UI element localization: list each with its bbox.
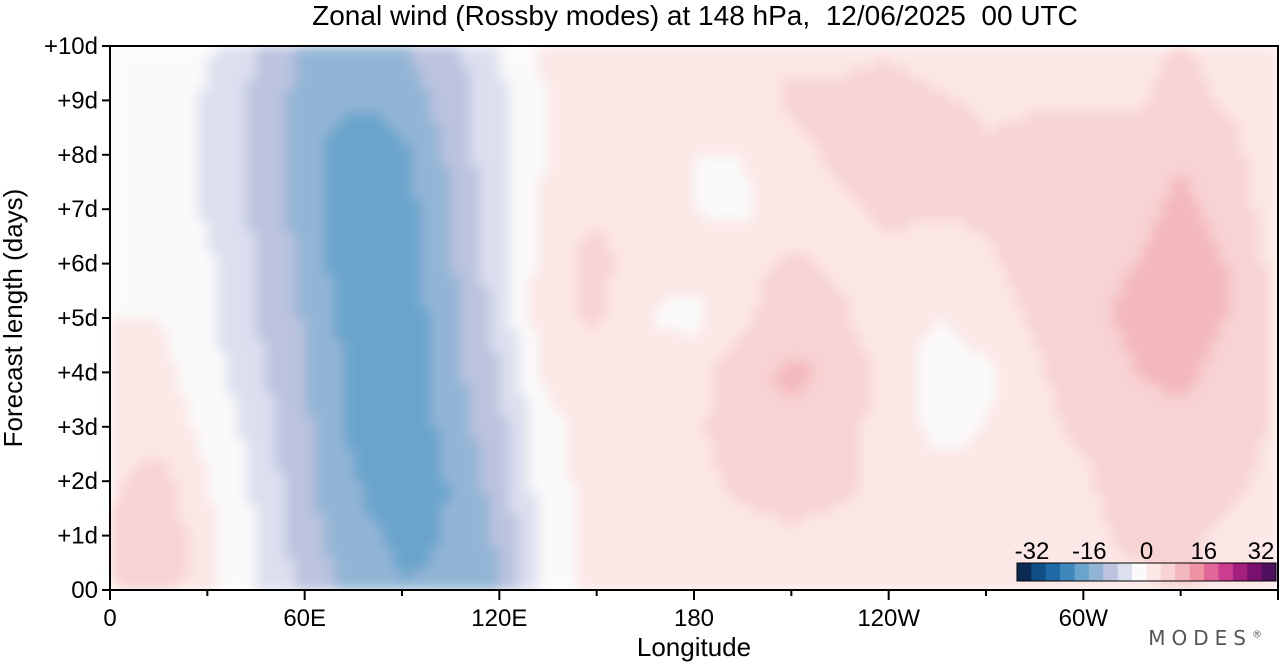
x-axis-label: Longitude — [637, 632, 751, 662]
x-tick-label: 120E — [471, 605, 527, 632]
y-tick-label: +7d — [57, 196, 98, 223]
x-tick-label: 0 — [103, 605, 116, 632]
y-tick-label: 00 — [71, 577, 98, 604]
colorbar-swatch — [1074, 563, 1090, 581]
y-tick-label: +8d — [57, 142, 98, 169]
colorbar-swatch — [1261, 563, 1277, 581]
brand-logo: MODES® — [1148, 626, 1262, 650]
y-tick-label: +10d — [44, 33, 98, 60]
colorbar-swatch — [1031, 563, 1047, 581]
colorbar: -32 -16 0 16 32 — [1015, 538, 1277, 582]
colorbar-swatch — [1088, 563, 1104, 581]
x-axis: 0 60E 120E 180 120W 60W — [103, 590, 1279, 632]
colorbar-swatch — [1247, 563, 1262, 581]
colorbar-swatch — [1060, 563, 1075, 581]
colorbar-swatch — [1204, 563, 1219, 581]
colorbar-swatch — [1175, 563, 1190, 581]
colorbar-swatch — [1117, 563, 1133, 581]
y-axis-label: Forecast length (days) — [0, 189, 28, 448]
y-axis: 00 +1d +2d +3d +4d +5d +6d +7d +8d +9d +10d — [44, 33, 110, 604]
colorbar-swatch — [1160, 563, 1176, 581]
colorbar-swatch — [1045, 563, 1061, 581]
y-tick-label: +2d — [57, 468, 98, 495]
colorbar-label: 16 — [1190, 538, 1217, 565]
x-tick-label: 60E — [283, 605, 326, 632]
colorbar-label: 32 — [1248, 538, 1275, 565]
colorbar-label: -16 — [1072, 538, 1107, 565]
colorbar-swatch — [1218, 563, 1234, 581]
colorbar-swatch — [1103, 563, 1119, 581]
x-tick-label: 120W — [857, 605, 920, 632]
y-tick-label: +6d — [57, 251, 98, 278]
y-tick-label: +1d — [57, 523, 98, 550]
y-tick-label: +5d — [57, 305, 98, 332]
colorbar-swatch — [1132, 563, 1147, 581]
colorbar-swatch — [1189, 563, 1205, 581]
chart-title: Zonal wind (Rossby modes) at 148 hPa, 12… — [312, 0, 1078, 31]
colorbar-swatch — [1146, 563, 1162, 581]
y-tick-label: +3d — [57, 414, 98, 441]
colorbar-label: -32 — [1015, 538, 1050, 565]
contour-field — [110, 46, 1278, 590]
y-tick-label: +4d — [57, 359, 98, 386]
x-tick-label: 180 — [674, 605, 714, 632]
colorbar-label: 0 — [1140, 538, 1153, 565]
colorbar-swatch — [1017, 563, 1032, 581]
y-tick-label: +9d — [57, 87, 98, 114]
x-tick-label: 60W — [1059, 605, 1109, 632]
colorbar-swatch — [1232, 563, 1248, 581]
